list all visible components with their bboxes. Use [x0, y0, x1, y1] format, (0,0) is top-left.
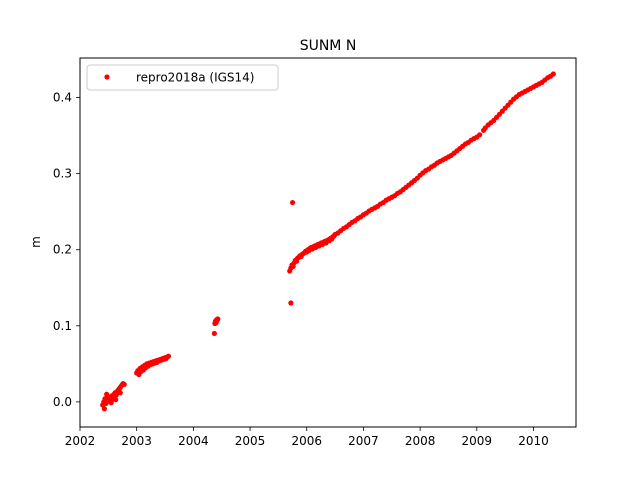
data-point: [108, 400, 114, 406]
legend-label: repro2018a (IGS14): [136, 71, 254, 85]
data-point: [165, 353, 172, 359]
x-tick-label: 2010: [518, 434, 549, 448]
y-tick-label: 0.2: [53, 243, 72, 257]
x-tick-label: 2003: [121, 434, 152, 448]
plot-area-frame: [79, 57, 577, 428]
x-tick-label: 2005: [235, 434, 266, 448]
x-axis-ticks: 2002 2003 2004 2005 2006 2007 2008 2009 2010: [65, 427, 549, 448]
data-point: [477, 132, 483, 138]
data-point: [215, 316, 221, 322]
data-points: [100, 71, 556, 412]
y-tick-label: 0.3: [53, 167, 72, 181]
x-tick-label: 2009: [462, 434, 493, 448]
data-point: [550, 71, 556, 77]
legend-box: [86, 64, 279, 91]
y-tick-label: 0.4: [53, 91, 72, 105]
data-point: [121, 381, 127, 387]
data-point: [104, 391, 110, 397]
y-tick-label: 0.0: [53, 395, 72, 409]
x-tick-label: 2008: [405, 434, 436, 448]
y-axis-ticks: 0.0 0.1 0.2 0.3 0.4: [53, 91, 80, 409]
x-tick-label: 2006: [291, 434, 322, 448]
data-point: [113, 397, 119, 403]
x-tick-label: 2007: [348, 434, 379, 448]
data-point: [117, 390, 123, 396]
y-axis-label: m: [29, 236, 43, 248]
x-tick-label: 2004: [178, 434, 209, 448]
chart-title: SUNM N: [300, 38, 357, 54]
y-tick-label: 0.1: [53, 319, 72, 333]
legend-marker: [104, 74, 110, 80]
data-point: [288, 300, 294, 306]
data-point: [289, 199, 296, 206]
data-point: [101, 406, 107, 412]
legend: repro2018a (IGS14): [86, 64, 279, 91]
x-tick-label: 2002: [65, 434, 96, 448]
data-point: [211, 330, 217, 337]
